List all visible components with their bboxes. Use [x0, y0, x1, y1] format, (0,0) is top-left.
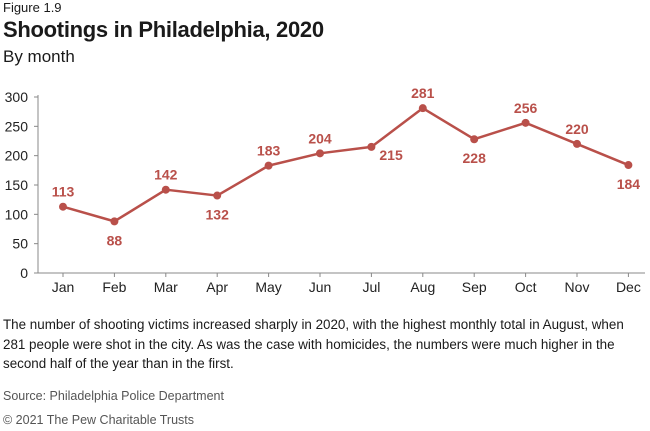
y-tick-label: 250 — [5, 118, 29, 134]
x-tick-label: Apr — [206, 279, 228, 295]
y-tick-label: 300 — [5, 89, 29, 105]
line-chart: 0 50 100 150 200 250 300 Jan Feb Mar Apr May Jun Jul… — [5, 85, 645, 295]
x-tick-label: Jan — [52, 279, 75, 295]
data-point — [624, 161, 633, 170]
x-tick-label: Aug — [410, 279, 435, 295]
data-point — [264, 161, 273, 170]
x-axis: Jan Feb Mar Apr May Jun Jul Aug Sep Oct Nov Dec — [38, 272, 645, 295]
x-tick-label: Jul — [362, 279, 380, 295]
y-tick-label: 150 — [5, 177, 29, 193]
data-label: 228 — [463, 150, 487, 166]
data-point — [161, 185, 170, 194]
data-point — [418, 104, 427, 113]
data-point — [59, 202, 67, 211]
series-group: 113 88 142 132 183 204 215 281 228 256 220 184 — [52, 85, 641, 248]
x-tick-label: Sep — [462, 279, 487, 295]
data-point — [316, 149, 324, 158]
data-label: 132 — [206, 207, 230, 223]
y-tick-label: 200 — [5, 148, 29, 164]
y-tick-label: 100 — [5, 206, 29, 222]
data-point — [367, 142, 376, 151]
y-axis: 0 50 100 150 200 250 300 — [5, 89, 39, 281]
copyright-note: © 2021 The Pew Charitable Trusts — [3, 413, 195, 427]
x-tick-label: May — [255, 279, 281, 295]
chart-title: Shootings in Philadelphia, 2020 — [3, 17, 324, 42]
data-point — [213, 191, 222, 200]
data-label: 184 — [617, 176, 641, 192]
data-label: 256 — [514, 100, 538, 116]
data-label: 113 — [52, 184, 75, 200]
data-label: 88 — [107, 232, 123, 248]
data-point — [573, 139, 581, 148]
x-tick-label: Dec — [616, 279, 641, 295]
data-label: 183 — [257, 143, 281, 159]
data-label: 215 — [379, 147, 403, 163]
series-line — [61, 106, 630, 223]
x-tick-label: Feb — [102, 279, 126, 295]
x-tick-label: Nov — [565, 279, 590, 295]
data-point — [110, 217, 119, 226]
chart-subtitle: By month — [3, 47, 75, 66]
source-note: Source: Philadelphia Police Department — [3, 389, 224, 403]
x-tick-label: Jun — [309, 279, 332, 295]
figure-label: Figure 1.9 — [3, 0, 62, 15]
data-point — [470, 135, 479, 144]
data-label: 281 — [411, 85, 435, 101]
chart-description: The number of shooting victims increased… — [3, 317, 624, 371]
data-label: 204 — [308, 130, 332, 146]
data-label: 142 — [154, 167, 178, 183]
data-label: 220 — [565, 121, 589, 137]
y-tick-label: 50 — [12, 236, 28, 252]
data-point — [521, 118, 530, 127]
x-tick-label: Oct — [515, 279, 537, 295]
y-tick-label: 0 — [20, 265, 28, 281]
x-tick-label: Mar — [154, 279, 178, 295]
